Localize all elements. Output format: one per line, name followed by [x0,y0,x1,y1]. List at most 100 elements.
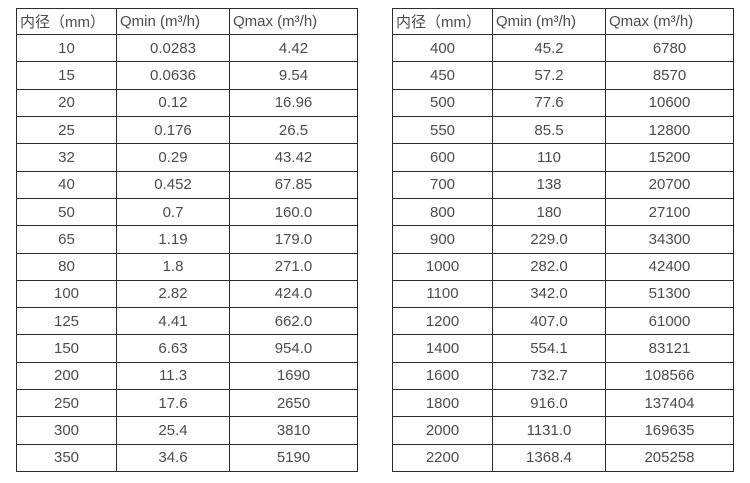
qmin-cell: 138 [492,170,606,199]
diameter-cell: 400 [392,33,493,63]
qmax-cell: 179.0 [229,225,358,254]
qmin-cell: 25.4 [116,416,230,445]
table-row: 200 11.3 1690 [16,361,358,391]
qmax-cell: 6780 [605,33,734,63]
qmax-cell: 5190 [229,443,358,473]
qmax-cell: 4.42 [229,33,358,63]
qmax-cell: 954.0 [229,334,358,363]
diameter-cell: 15 [16,61,117,90]
diameter-cell: 1400 [392,334,493,363]
qmax-cell: 169635 [605,416,734,445]
diameter-cell: 80 [16,252,117,281]
column-header-qmax: Qmax (m³/h) [229,8,358,35]
flow-spec-table-large-diameters: 内径（mm） Qmin (m³/h) Qmax (m³/h) 400 45.2 6780… [392,8,734,473]
qmax-cell: 27100 [605,197,734,227]
qmax-cell: 43.42 [229,143,358,172]
diameter-cell: 800 [392,197,493,227]
table-row: 80 1.8 271.0 [16,252,358,281]
table-row: 1600 732.7 108566 [392,361,734,391]
table-row: 2000 1131.0 169635 [392,416,734,445]
qmax-cell: 424.0 [229,279,358,309]
table-row: 600 110 15200 [392,143,734,172]
table-row: 150 6.63 954.0 [16,334,358,363]
diameter-cell: 1100 [392,279,493,309]
qmax-cell: 1690 [229,361,358,391]
qmin-cell: 1.19 [116,225,230,254]
qmin-cell: 229.0 [492,225,606,254]
diameter-cell: 40 [16,170,117,199]
qmin-cell: 0.0636 [116,61,230,90]
column-header-diameter: 内径（mm） [392,8,493,35]
table-row: 50 0.7 160.0 [16,197,358,227]
qmax-cell: 15200 [605,143,734,172]
diameter-cell: 20 [16,88,117,117]
table-row: 32 0.29 43.42 [16,143,358,172]
qmax-cell: 20700 [605,170,734,199]
qmin-cell: 57.2 [492,61,606,90]
table-row: 40 0.452 67.85 [16,170,358,199]
diameter-cell: 1200 [392,307,493,336]
diameter-cell: 100 [16,279,117,309]
diameter-cell: 65 [16,225,117,254]
qmin-cell: 0.12 [116,88,230,117]
qmax-cell: 34300 [605,225,734,254]
diameter-cell: 550 [392,115,493,145]
table-row: 400 45.2 6780 [392,33,734,63]
diameter-cell: 700 [392,170,493,199]
table-row: 2200 1368.4 205258 [392,443,734,473]
table-row: 1200 407.0 61000 [392,307,734,336]
flow-spec-table-small-diameters: 内径（mm） Qmin (m³/h) Qmax (m³/h) 10 0.0283 4.4… [16,8,358,473]
diameter-cell: 2000 [392,416,493,445]
qmin-cell: 916.0 [492,389,606,418]
table-row: 15 0.0636 9.54 [16,61,358,90]
diameter-cell: 150 [16,334,117,363]
table-row: 125 4.41 662.0 [16,307,358,336]
qmin-cell: 180 [492,197,606,227]
qmin-cell: 1131.0 [492,416,606,445]
table-row: 1400 554.1 83121 [392,334,734,363]
column-header-qmin: Qmin (m³/h) [492,8,606,35]
qmax-cell: 160.0 [229,197,358,227]
diameter-cell: 25 [16,115,117,145]
qmin-cell: 0.29 [116,143,230,172]
table-row: 10 0.0283 4.42 [16,33,358,63]
qmax-cell: 61000 [605,307,734,336]
diameter-cell: 250 [16,389,117,418]
qmax-cell: 2650 [229,389,358,418]
qmax-cell: 3810 [229,416,358,445]
table-row: 500 77.6 10600 [392,88,734,117]
header-row: 内径（mm） Qmin (m³/h) Qmax (m³/h) [392,8,734,35]
column-header-qmin: Qmin (m³/h) [116,8,230,35]
table-row: 65 1.19 179.0 [16,225,358,254]
diameter-cell: 125 [16,307,117,336]
table-row: 1100 342.0 51300 [392,279,734,309]
qmin-cell: 0.176 [116,115,230,145]
qmin-cell: 282.0 [492,252,606,281]
table-row: 25 0.176 26.5 [16,115,358,145]
qmin-cell: 4.41 [116,307,230,336]
diameter-cell: 450 [392,61,493,90]
diameter-cell: 300 [16,416,117,445]
table-row: 300 25.4 3810 [16,416,358,445]
table-row: 700 138 20700 [392,170,734,199]
table-row: 550 85.5 12800 [392,115,734,145]
qmin-cell: 0.0283 [116,33,230,63]
qmin-cell: 17.6 [116,389,230,418]
qmin-cell: 85.5 [492,115,606,145]
diameter-cell: 500 [392,88,493,117]
qmin-cell: 1368.4 [492,443,606,473]
qmax-cell: 83121 [605,334,734,363]
qmin-cell: 407.0 [492,307,606,336]
qmax-cell: 12800 [605,115,734,145]
qmin-cell: 6.63 [116,334,230,363]
table-row: 1000 282.0 42400 [392,252,734,281]
diameter-cell: 2200 [392,443,493,473]
diameter-cell: 900 [392,225,493,254]
table-row: 450 57.2 8570 [392,61,734,90]
table-row: 250 17.6 2650 [16,389,358,418]
table-row: 800 180 27100 [392,197,734,227]
diameter-cell: 1600 [392,361,493,391]
diameter-cell: 50 [16,197,117,227]
qmax-cell: 67.85 [229,170,358,199]
diameter-cell: 1000 [392,252,493,281]
